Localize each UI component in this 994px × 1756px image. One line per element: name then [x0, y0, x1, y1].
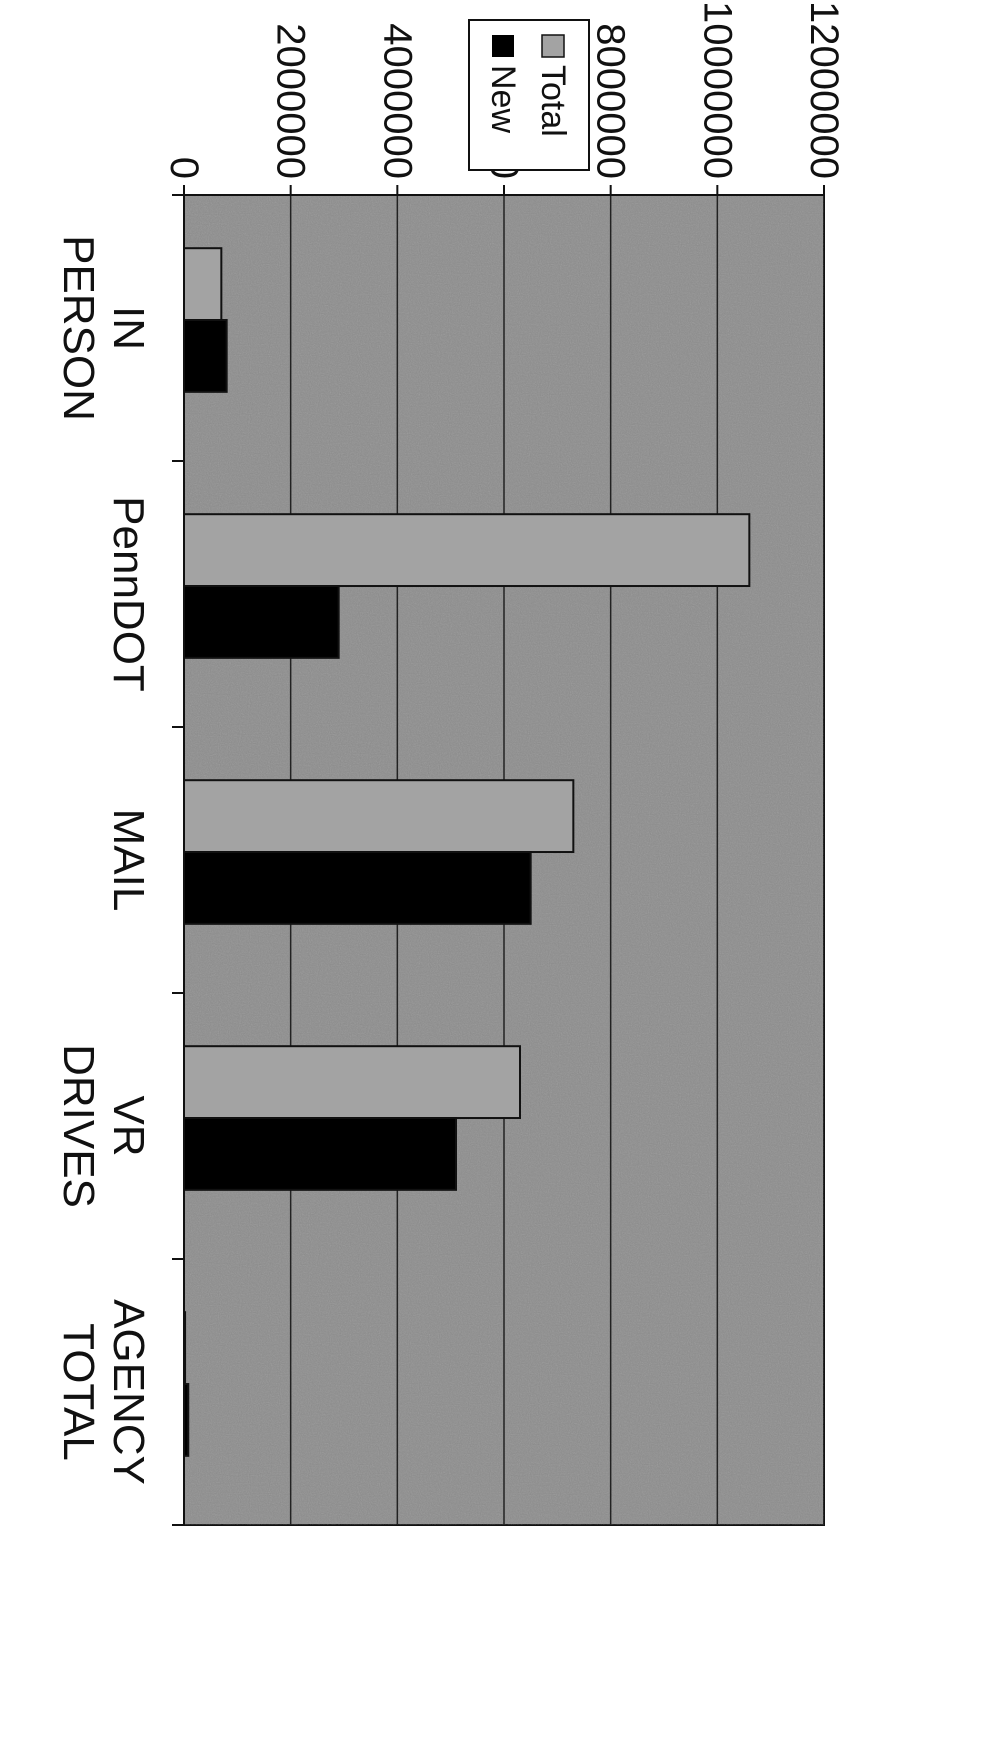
legend-swatch-new — [492, 35, 514, 57]
y-tick-label: 2000000 — [269, 23, 313, 179]
x-category-label: VRDRIVES — [54, 1044, 153, 1208]
bar-total-1 — [182, 247, 223, 322]
bars — [182, 247, 751, 1457]
bar-total-2 — [183, 513, 751, 588]
bar-new-4 — [183, 1117, 457, 1191]
bar-new-1 — [183, 319, 228, 393]
bar-total-4 — [183, 1045, 521, 1120]
legend-label-total: Total — [534, 65, 572, 137]
y-tick-label: 12000000 — [802, 1, 846, 179]
legend: Total New — [468, 19, 590, 171]
bar-total-3 — [183, 779, 575, 854]
y-tick-label: 4000000 — [375, 23, 419, 179]
y-tick-label: 10000000 — [695, 1, 739, 179]
x-category-label: MAIL — [104, 809, 153, 912]
y-tick-label: 0 — [162, 157, 206, 179]
bar-new-3 — [183, 851, 532, 925]
y-tick-label: 8000000 — [589, 23, 633, 179]
legend-swatch-total — [541, 34, 565, 58]
bar-new-2 — [183, 585, 340, 659]
x-category-label: AGENCYTOTAL — [54, 1299, 153, 1485]
x-category-label: INPERSON — [54, 235, 153, 421]
x-axis-category-labels: INPERSON PennDOT MAIL VRDRIVES AGENCYTOTAL — [54, 235, 153, 1485]
axes — [172, 185, 825, 1526]
legend-label-new: New — [484, 65, 522, 133]
x-category-label: PennDOT — [104, 496, 153, 692]
